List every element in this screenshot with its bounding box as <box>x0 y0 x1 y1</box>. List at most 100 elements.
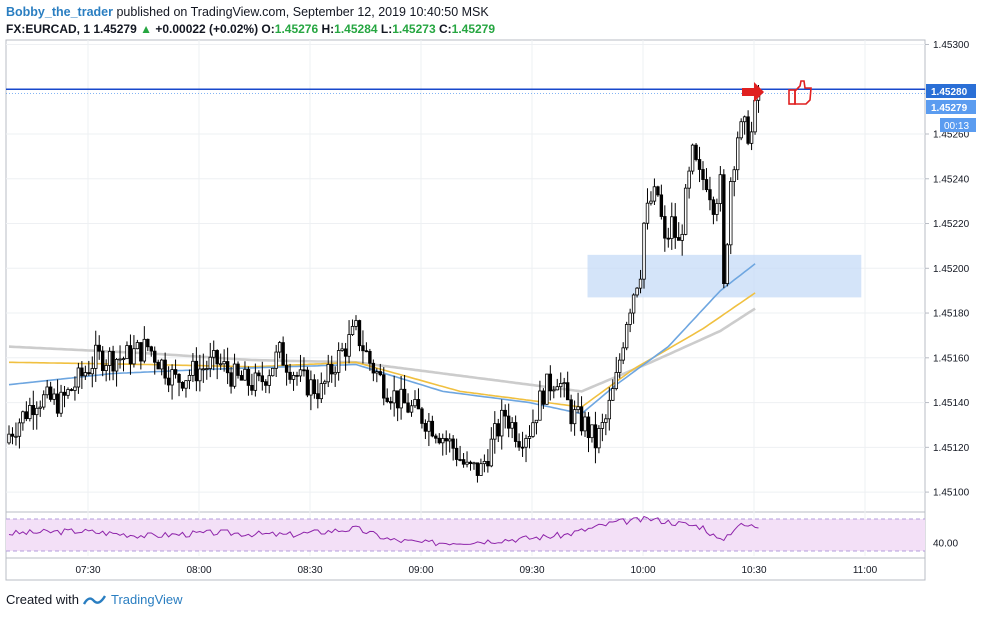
candle-body <box>42 394 46 408</box>
candle-body <box>361 345 365 352</box>
tradingview-logo-icon <box>82 594 107 605</box>
candle-body <box>90 368 94 375</box>
candle-body <box>479 463 483 476</box>
candle-body <box>739 121 743 139</box>
y-tick-label: 1.45180 <box>933 309 970 320</box>
candle-body <box>132 348 136 365</box>
candle-body <box>80 367 84 377</box>
candle-body <box>742 116 747 123</box>
candle-body <box>395 390 400 409</box>
right-arrow-icon[interactable] <box>742 82 764 102</box>
candle-body <box>472 462 476 465</box>
candle-body <box>24 411 29 420</box>
x-tick-label: 09:00 <box>408 565 433 576</box>
candle-body <box>503 409 507 417</box>
author-name[interactable]: Bobby_the_trader <box>6 5 113 19</box>
candle-body <box>326 364 330 383</box>
candle-body <box>173 369 178 375</box>
candle-body <box>382 374 386 399</box>
price-badges: 1.45280 1.45279 00:13 <box>926 84 976 132</box>
candle-body <box>680 233 684 241</box>
candle-body <box>694 144 698 160</box>
candle-body <box>618 359 622 373</box>
candle-body <box>291 375 296 380</box>
close-label: C: <box>438 22 452 36</box>
candle-body <box>468 461 473 464</box>
candle-body <box>392 390 396 404</box>
candle-body <box>274 351 278 369</box>
candle-body <box>177 373 181 383</box>
candle-body <box>215 350 219 365</box>
candle-body <box>350 326 355 335</box>
thumbs-up-icon[interactable] <box>788 80 812 105</box>
candle-body <box>187 375 192 382</box>
candle-body <box>330 364 334 375</box>
candle-body <box>156 361 160 370</box>
candle-body <box>139 342 143 362</box>
candle-body <box>673 216 677 238</box>
candle-body <box>48 386 53 400</box>
candle-body <box>201 368 206 371</box>
candle-body <box>128 345 133 365</box>
line-price-badge: 1.45280 <box>931 87 968 98</box>
candle-body <box>753 99 757 133</box>
candle-body <box>572 409 577 425</box>
candle-body <box>506 415 511 429</box>
candle-body <box>579 406 584 432</box>
candle-body <box>205 368 209 370</box>
ma-blue-line <box>8 263 756 415</box>
candle-body <box>486 461 490 467</box>
candle-body <box>576 406 580 411</box>
candle-body <box>475 462 480 476</box>
y-tick-label: 1.45160 <box>933 353 970 364</box>
candle-body <box>114 358 119 372</box>
candle-body <box>153 350 157 363</box>
candle-body <box>683 187 688 235</box>
candle-body <box>725 244 729 284</box>
candle-body <box>586 416 591 439</box>
candle-body <box>340 348 344 351</box>
tradingview-brand[interactable]: TradingView <box>110 592 183 607</box>
candle-body <box>121 358 126 361</box>
candle-body <box>94 344 98 369</box>
candle-body <box>97 344 101 352</box>
candle-body <box>146 338 150 348</box>
candle-body <box>670 216 674 240</box>
candle-body <box>677 237 681 241</box>
candle-body <box>378 371 382 376</box>
candle-body <box>38 406 42 409</box>
candle-body <box>687 170 691 189</box>
low-label: L: <box>380 22 393 36</box>
candle-body <box>198 368 202 382</box>
candle-body <box>354 320 358 327</box>
candle-body <box>250 385 254 391</box>
symbol-label[interactable]: FX:EURCAD, 1 <box>6 22 91 36</box>
candle-body <box>583 416 587 432</box>
candle-body <box>559 383 563 388</box>
candle-body <box>218 363 223 366</box>
candle-body <box>399 388 403 409</box>
open-value: 1.45276 <box>274 22 319 36</box>
low-value: 1.45273 <box>392 22 436 36</box>
countdown-badge: 00:13 <box>944 121 969 132</box>
y-tick-label: 1.45140 <box>933 398 970 409</box>
published-text: published on TradingView.com, September … <box>116 5 489 19</box>
candle-body <box>368 350 372 364</box>
y-tick-label: 1.45200 <box>933 264 970 275</box>
candle-body <box>444 438 448 442</box>
candle-body <box>166 377 171 386</box>
candle-body <box>253 372 258 391</box>
y-tick-label: 1.45100 <box>933 488 970 499</box>
candle-body <box>555 386 559 391</box>
high-label: H: <box>321 22 335 36</box>
candle-body <box>28 405 32 420</box>
candle-body <box>628 312 632 325</box>
candle-body <box>593 424 598 449</box>
candle-body <box>454 447 459 460</box>
x-tick-label: 08:30 <box>297 565 322 576</box>
candle-body <box>281 342 285 366</box>
candle-body <box>364 350 369 353</box>
last-price-badge-bg <box>926 100 976 114</box>
candle-body <box>184 380 188 389</box>
